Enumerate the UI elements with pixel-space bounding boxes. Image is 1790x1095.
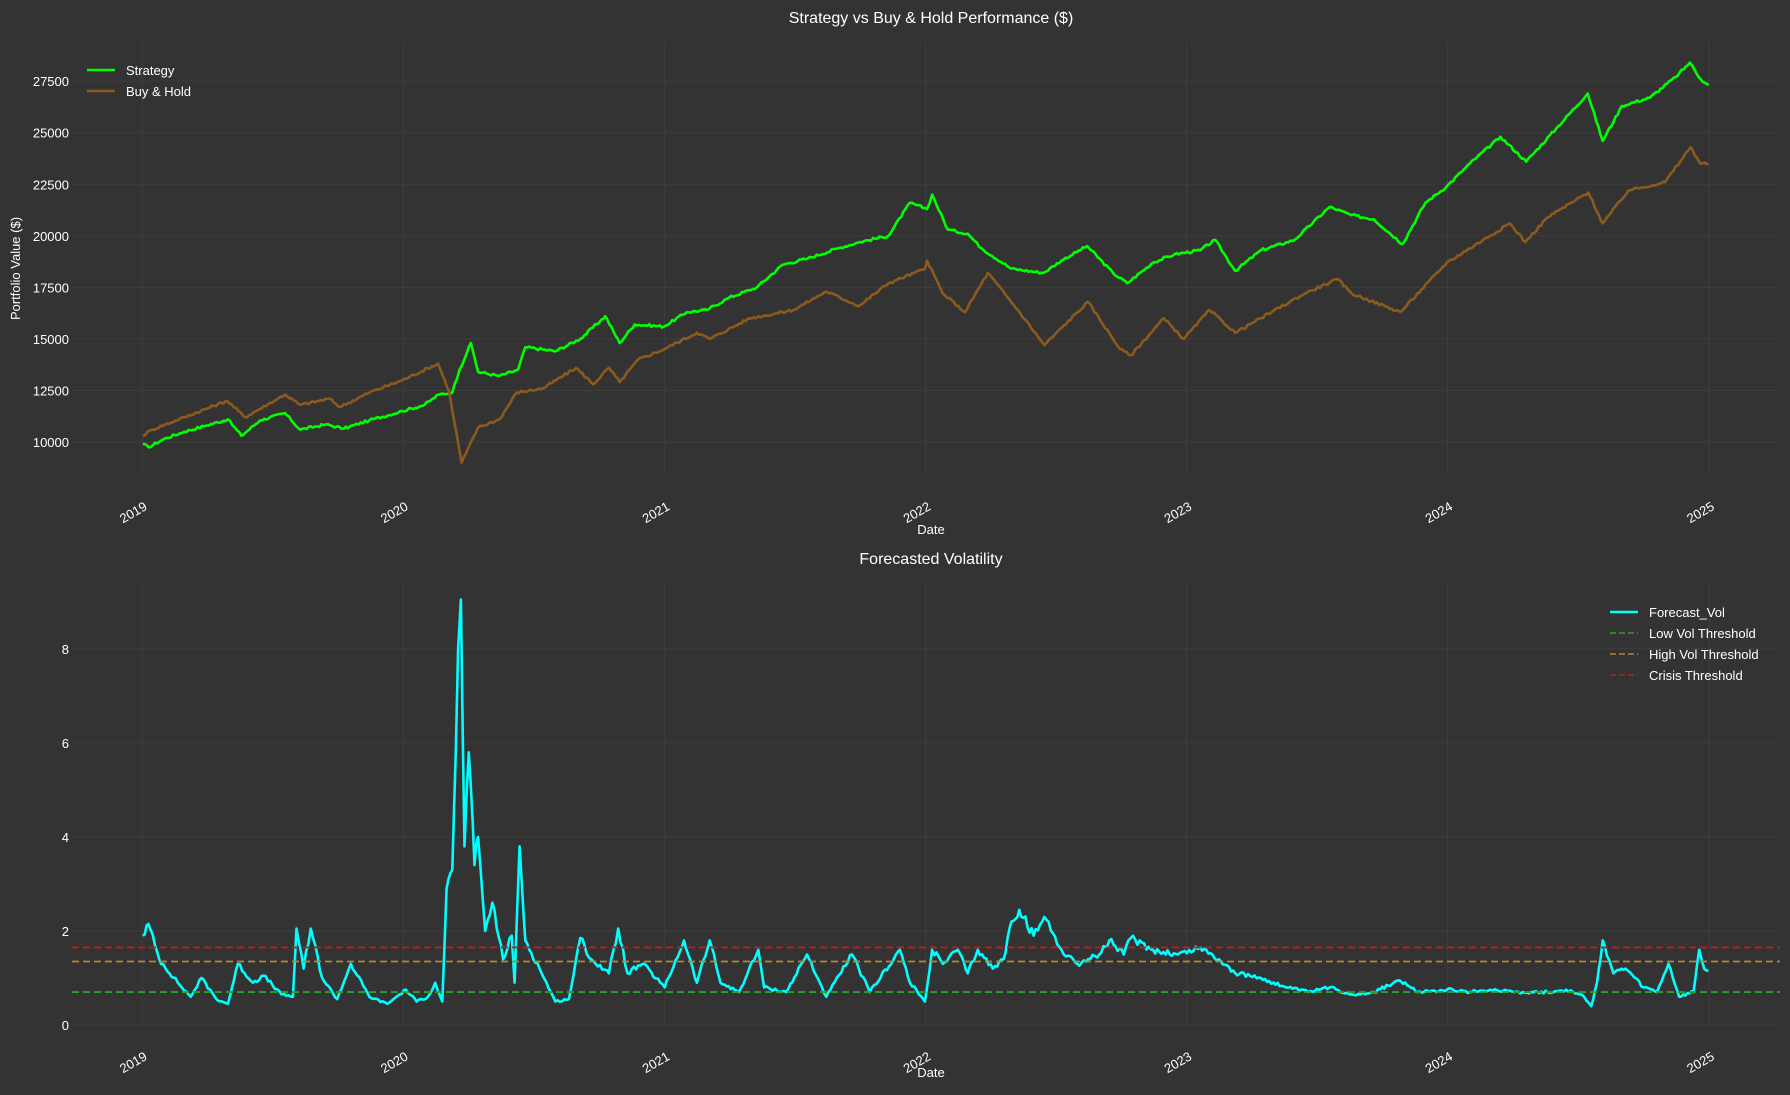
x-tick-label: 2021 <box>640 1049 673 1076</box>
x-tick-label: 2024 <box>1423 1049 1456 1076</box>
x-tick-label: 2023 <box>1162 1049 1195 1076</box>
x-axis-label: Date <box>917 1065 944 1080</box>
y-tick-label: 0 <box>62 1018 69 1033</box>
y-tick-label: 12500 <box>33 383 69 398</box>
y-tick-label: 25000 <box>33 126 69 141</box>
y-tick-label: 10000 <box>33 435 69 450</box>
strategy-line <box>142 61 1710 449</box>
x-tick-label: 2024 <box>1423 499 1456 526</box>
x-tick-label: 2023 <box>1162 499 1195 526</box>
volatility-chart: Forecasted Volatility 0 2 4 6 8 2019 2020 2021 20… <box>62 551 1780 1080</box>
y-tick-label: 17500 <box>33 280 69 295</box>
y-tick-label: 15000 <box>33 332 69 347</box>
high-vol-threshold-legend-label: High Vol Threshold <box>1649 647 1759 662</box>
low-vol-threshold-legend-label: Low Vol Threshold <box>1649 626 1756 641</box>
y-tick-label: 6 <box>62 736 69 751</box>
y-tick-label: 27500 <box>33 74 69 89</box>
x-tick-label: 2020 <box>378 499 411 526</box>
x-tick-label: 2021 <box>640 499 673 526</box>
y-tick-label: 20000 <box>33 229 69 244</box>
strategy-legend-label: Strategy <box>126 63 175 78</box>
y-axis-label: Portfolio Value ($) <box>8 217 23 320</box>
performance-chart: Strategy vs Buy & Hold Performance ($) 10… <box>8 10 1780 537</box>
x-tick-label: 2025 <box>1684 499 1717 526</box>
crisis-threshold-legend-label: Crisis Threshold <box>1649 668 1743 683</box>
legend: Strategy Buy & Hold <box>87 63 191 99</box>
x-tick-label: 2019 <box>117 499 150 526</box>
y-tick-label: 2 <box>62 924 69 939</box>
y-tick-label: 4 <box>62 830 69 845</box>
chart-title: Forecasted Volatility <box>859 551 1002 568</box>
y-tick-label: 22500 <box>33 177 69 192</box>
x-axis-label: Date <box>917 522 944 537</box>
chart-title: Strategy vs Buy & Hold Performance ($) <box>789 10 1074 27</box>
x-tick-label: 2025 <box>1684 1049 1717 1076</box>
forecast-vol-line <box>142 598 1709 1008</box>
x-tick-label: 2019 <box>117 1049 150 1076</box>
x-tick-label: 2020 <box>378 1049 411 1076</box>
y-tick-label: 8 <box>62 642 69 657</box>
buy-hold-line <box>142 145 1709 464</box>
forecast-vol-legend-label: Forecast_Vol <box>1649 605 1725 620</box>
legend: Forecast_Vol Low Vol Threshold High Vol Th… <box>1610 605 1759 683</box>
buy-hold-legend-label: Buy & Hold <box>126 84 191 99</box>
